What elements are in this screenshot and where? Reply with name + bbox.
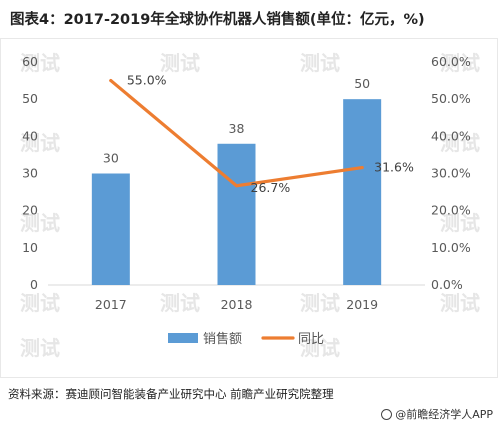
watermark-text-3: 测试 [440, 51, 480, 75]
bar-2018 [217, 143, 256, 285]
bar-value-label: 38 [229, 121, 245, 136]
yoy-point [235, 184, 238, 188]
chart-title: 图表4：2017-2019年全球协作机器人销售额(单位：亿元，%) [10, 12, 425, 28]
y-left-tick-label: 30 [22, 166, 38, 181]
x-tick-label: 2018 [221, 297, 253, 312]
yoy-value-label: 31.6% [374, 160, 414, 175]
x-tick-label: 2019 [346, 297, 378, 312]
watermark-text-1: 测试 [160, 51, 200, 75]
watermark-text-5: 测试 [440, 131, 480, 155]
legend-line-label: 同比 [298, 332, 324, 347]
bar-value-label: 50 [354, 76, 370, 91]
y-right-tick-label: 60.0% [431, 54, 471, 69]
y-right-tick-label: 20.0% [431, 203, 471, 218]
credit: @前瞻经济学人APP [381, 406, 493, 422]
y-right-tick-label: 10.0% [431, 240, 471, 255]
watermark-text-11: 测试 [440, 291, 480, 315]
watermark-text-12: 测试 [20, 336, 60, 360]
credit-text: @前瞻经济学人APP [395, 408, 493, 421]
y-left-tick-label: 20 [22, 203, 38, 218]
watermark-text-2: 测试 [300, 51, 340, 75]
bar-2017 [91, 173, 130, 285]
y-left-tick-label: 40 [22, 128, 38, 143]
legend-bar-label: 销售额 [203, 331, 242, 347]
x-tick-label: 2017 [95, 297, 127, 312]
y-left-tick-label: 60 [22, 54, 38, 69]
watermark-text-8: 测试 [20, 291, 60, 315]
yoy-point [109, 79, 113, 83]
legend-bar-swatch [168, 333, 198, 343]
chart-frame [0, 38, 498, 378]
watermark-text-9: 测试 [160, 291, 200, 315]
watermark-text-13: 测试 [300, 336, 340, 360]
watermark-text-0: 测试 [20, 51, 60, 75]
y-left-tick-label: 10 [22, 240, 38, 255]
bar-value-label: 30 [103, 151, 119, 166]
y-right-tick-label: 40.0% [431, 128, 471, 143]
bar-2019 [343, 99, 382, 286]
watermark-text-10: 测试 [300, 291, 340, 315]
watermark-text-7: 测试 [440, 211, 480, 235]
y-right-tick-label: 0.0% [431, 277, 463, 292]
author-icon [381, 409, 393, 420]
watermark-text-4: 测试 [20, 131, 60, 155]
yoy-value-label: 55.0% [127, 73, 167, 88]
watermark-text-6: 测试 [20, 211, 60, 235]
yoy-point [360, 166, 364, 170]
y-right-tick-label: 50.0% [431, 91, 471, 106]
yoy-value-label: 26.7% [251, 180, 291, 195]
y-left-tick-label: 50 [22, 91, 38, 106]
y-left-tick-label: 0 [30, 277, 38, 292]
y-right-tick-label: 30.0% [431, 166, 471, 181]
source-note: 资料来源：赛迪顾问智能装备产业研究中心 前瞻产业研究院整理 [8, 387, 334, 401]
